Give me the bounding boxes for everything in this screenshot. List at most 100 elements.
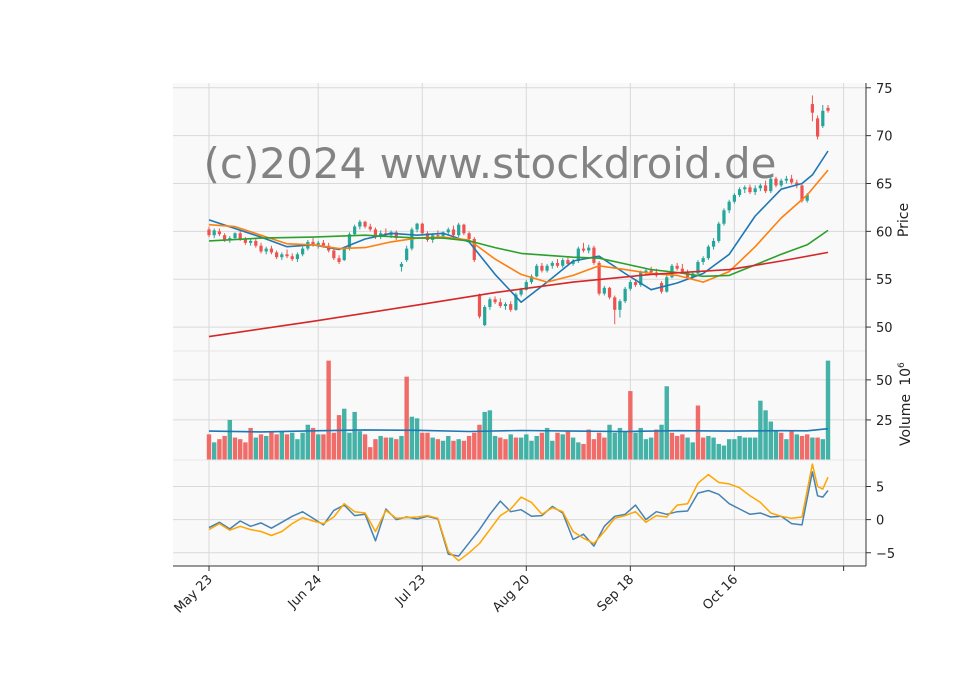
volume-bar — [659, 424, 664, 460]
volume-bar — [310, 427, 316, 460]
volume-bar — [217, 439, 222, 460]
volume-bar — [794, 434, 800, 460]
volume-bar — [721, 445, 727, 460]
candle-body — [363, 221, 367, 227]
candle-body — [597, 262, 601, 294]
candle-body — [503, 304, 508, 307]
y-tick-label: 55 — [876, 273, 893, 288]
candle-body — [493, 299, 497, 303]
y-tick-label: 50 — [876, 374, 893, 389]
volume-bar — [248, 427, 253, 460]
candle-body — [566, 260, 570, 264]
candle-body — [295, 254, 300, 260]
volume-bar — [461, 440, 467, 460]
candle-body — [706, 246, 710, 259]
volume-bar — [357, 431, 363, 460]
volume-bar — [544, 427, 550, 460]
volume-bar — [643, 439, 649, 460]
volume-bar — [763, 410, 768, 460]
candle-body — [618, 301, 622, 310]
volume-bar — [804, 434, 810, 460]
volume-bar — [430, 437, 435, 460]
volume-bar — [331, 432, 337, 460]
candle-body — [207, 229, 211, 236]
volume-bar — [498, 437, 503, 460]
price-line-sma-mid — [208, 169, 829, 283]
y-tick-label: 5 — [876, 481, 884, 496]
candle-body — [342, 248, 346, 261]
candle-body — [696, 261, 700, 274]
volume-bar — [456, 439, 461, 460]
candle-body — [483, 306, 487, 326]
candle-body — [758, 185, 762, 189]
volume-bar — [513, 437, 519, 460]
macd-line — [208, 471, 829, 557]
candle-body — [243, 239, 248, 243]
volume-bar — [529, 440, 534, 460]
panel-bg-price — [173, 83, 866, 351]
candle-body — [576, 248, 580, 262]
volume-bar — [680, 434, 685, 460]
candle-body — [701, 258, 705, 262]
candle-body — [347, 234, 352, 249]
volume-bars — [206, 360, 831, 460]
volume-bar — [737, 435, 742, 460]
volume-bar — [586, 429, 591, 460]
volume-bar — [487, 410, 493, 460]
candle-body — [748, 187, 752, 193]
volume-bar — [789, 431, 794, 460]
candle-body — [405, 248, 409, 261]
candle-body — [789, 178, 794, 183]
volume-bar — [404, 376, 409, 460]
volume-bar — [815, 437, 820, 460]
watermark: (c)2024 www.stockdroid.de — [204, 139, 777, 188]
volume-bar — [336, 415, 342, 460]
volume-bar — [446, 435, 451, 460]
candle-body — [644, 270, 648, 273]
candle-body — [451, 229, 456, 236]
volume-bar — [773, 431, 779, 460]
volume-bar — [290, 432, 295, 460]
volume-bar — [477, 424, 482, 460]
volume-bar — [711, 437, 716, 460]
candle-body — [254, 240, 258, 246]
candle-body — [290, 256, 294, 260]
volume-bar — [466, 435, 472, 460]
candle-body — [727, 201, 731, 211]
volume-axis-label: Volume — [898, 394, 914, 446]
volume-bar — [752, 437, 758, 460]
volume-bar — [570, 437, 576, 460]
candle-body — [425, 233, 430, 240]
axes — [173, 83, 871, 571]
volume-bar — [482, 411, 487, 460]
volume-bar — [747, 437, 753, 460]
volume-bar — [425, 432, 430, 460]
volume-bar — [440, 440, 446, 460]
volume-bar — [628, 391, 633, 460]
volume-bar — [435, 439, 441, 460]
candle-body — [665, 277, 669, 292]
volume-bar — [778, 432, 784, 460]
volume-bar — [742, 437, 747, 460]
x-tick-label: Jun 24 — [285, 572, 325, 612]
candle-body — [222, 235, 227, 240]
candle-body — [233, 233, 237, 239]
volume-bar — [617, 427, 623, 460]
candle-body — [337, 258, 341, 262]
volume-bar — [362, 434, 368, 460]
volume-bar — [300, 432, 305, 460]
candle-body — [649, 270, 653, 273]
volume-bar — [706, 435, 711, 460]
volume-bar — [227, 419, 233, 460]
volume-bar — [321, 434, 326, 460]
candle-body — [779, 180, 783, 186]
volume-bar — [206, 434, 212, 460]
candle-body — [446, 229, 450, 233]
volume-bar — [508, 434, 513, 460]
volume-bar — [326, 360, 331, 460]
volume-bar — [654, 429, 659, 460]
y-tick-labels: 50 55 60 65 70 75 25 50 −5 0 5 — [876, 82, 895, 562]
candle-body — [467, 233, 471, 240]
volume-bar — [732, 439, 737, 460]
